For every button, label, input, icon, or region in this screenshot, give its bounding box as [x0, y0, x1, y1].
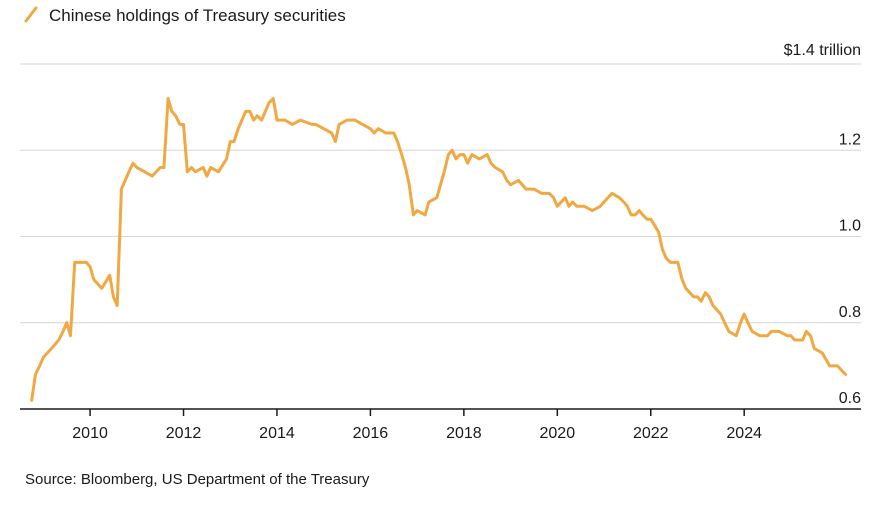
- x-tick-label: 2016: [353, 425, 389, 442]
- y-tick-label: $1.4 trillion: [784, 42, 861, 59]
- y-tick-label: 0.6: [839, 390, 861, 407]
- x-tick-label: 2010: [72, 425, 108, 442]
- x-tick-label: 2012: [166, 425, 202, 442]
- y-tick-label: 0.8: [839, 304, 861, 321]
- x-tick-label: 2022: [633, 425, 669, 442]
- legend: Chinese holdings of Treasury securities: [24, 6, 346, 25]
- x-tick-label: 2024: [726, 425, 762, 442]
- x-ticks: 2010 2012 2014 2016 2018 2020 2022 2024: [72, 409, 762, 442]
- series-line-chinese-holdings: [30, 97, 848, 402]
- source-note: Source: Bloomberg, US Department of the …: [25, 471, 370, 488]
- legend-swatch: [24, 6, 38, 23]
- y-tick-label: 1.2: [839, 131, 861, 148]
- x-tick-label: 2020: [540, 425, 576, 442]
- x-tick-label: 2018: [446, 425, 482, 442]
- gridlines: [20, 63, 861, 324]
- legend-label: Chinese holdings of Treasury securities: [49, 6, 346, 25]
- y-tick-label: 1.0: [839, 218, 861, 235]
- y-tick-labels: 0.6 0.8 1.0 1.2 $1.4 trillion: [784, 42, 861, 407]
- x-tick-label: 2014: [259, 425, 295, 442]
